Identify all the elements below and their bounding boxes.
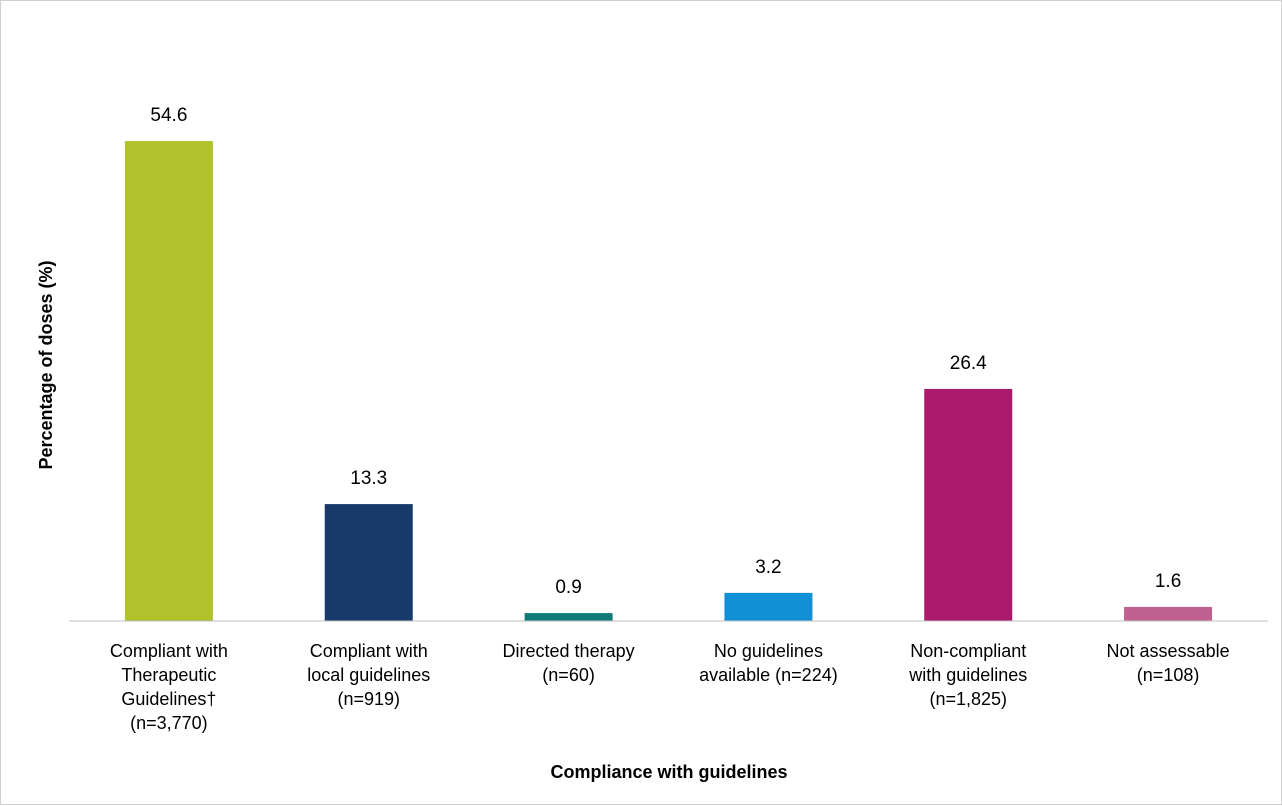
category-label-line: Therapeutic (121, 665, 216, 685)
category-label-3: Directed therapy (n=60) (503, 641, 635, 685)
category-label-line: (n=3,770) (130, 713, 208, 733)
category-label-line: No guidelines (714, 641, 823, 661)
bar-6 (1124, 606, 1213, 621)
category-label-1: Compliant with Therapeutic Guidelines† (n=3… (110, 641, 228, 733)
bar-4 (724, 592, 813, 621)
category-labels-group: Compliant with Therapeutic Guidelines† (n=3… (110, 641, 1230, 733)
value-label-1: 54.6 (150, 105, 187, 126)
category-label-line: Compliant with (310, 641, 428, 661)
category-label-line: available (n=224) (699, 665, 838, 685)
bar-1 (124, 141, 213, 622)
y-axis-title: Percentage of doses (%) (36, 260, 56, 469)
bar-2 (324, 504, 413, 621)
category-label-line: Non-compliant (910, 641, 1026, 661)
x-axis-title: Compliance with guidelines (550, 762, 787, 782)
category-label-2: Compliant with local guidelines (n=919) (307, 641, 430, 709)
value-label-2: 13.3 (350, 468, 387, 489)
value-labels-group: 54.6 13.3 0.9 3.2 26.4 1.6 (150, 105, 1181, 598)
category-label-4: No guidelines available (n=224) (699, 641, 838, 685)
category-label-line: (n=108) (1137, 665, 1200, 685)
value-label-5: 26.4 (950, 353, 987, 374)
bar-5 (924, 388, 1013, 621)
category-label-line: (n=1,825) (929, 689, 1007, 709)
bars-group (124, 141, 1213, 622)
value-label-4: 3.2 (755, 557, 781, 578)
category-label-line: (n=919) (337, 689, 400, 709)
category-label-line: Compliant with (110, 641, 228, 661)
category-label-line: Guidelines† (121, 689, 216, 709)
category-label-6: Not assessable (n=108) (1107, 641, 1230, 685)
category-label-line: with guidelines (908, 665, 1027, 685)
category-label-line: local guidelines (307, 665, 430, 685)
category-label-line: (n=60) (542, 665, 595, 685)
category-label-line: Directed therapy (503, 641, 635, 661)
value-label-6: 1.6 (1155, 571, 1181, 592)
category-label-line: Not assessable (1107, 641, 1230, 661)
category-label-5: Non-compliant with guidelines (n=1,825) (908, 641, 1027, 709)
bar-3 (524, 613, 613, 621)
value-label-3: 0.9 (555, 577, 581, 598)
